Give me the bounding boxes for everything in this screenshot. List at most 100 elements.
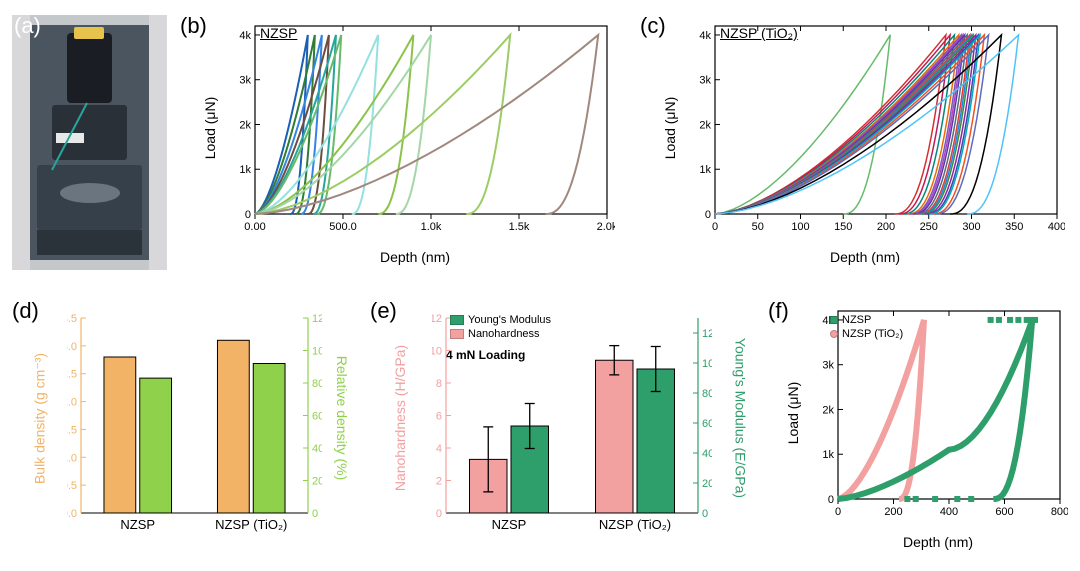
svg-text:2k: 2k [822, 404, 834, 416]
svg-text:20: 20 [702, 478, 712, 490]
legend-label-youngs: Young's Modulus [468, 314, 551, 326]
svg-text:1.5k: 1.5k [509, 221, 530, 233]
svg-text:2.0k: 2.0k [597, 221, 615, 233]
svg-text:100: 100 [312, 346, 322, 358]
legend-row-nzsp-tio2: NZSP (TiO₂) [830, 328, 903, 340]
svg-text:40: 40 [312, 443, 322, 455]
svg-text:150: 150 [834, 221, 852, 233]
svg-text:200: 200 [884, 506, 902, 518]
panel-b-xlabel: Depth (nm) [380, 249, 450, 265]
legend-row-nzsp: NZSP [830, 314, 903, 326]
legend-swatch-youngs [450, 315, 464, 325]
svg-text:2: 2 [436, 476, 442, 488]
svg-text:12: 12 [432, 313, 442, 325]
svg-text:4k: 4k [239, 30, 251, 42]
panel-b-label: (b) [180, 13, 207, 39]
svg-text:0: 0 [436, 508, 442, 520]
svg-text:80: 80 [702, 388, 712, 400]
panel-b-ylabel: Load (μN) [202, 88, 218, 168]
panel-e-label: (e) [370, 298, 397, 324]
svg-text:4k: 4k [699, 30, 711, 42]
svg-text:0: 0 [712, 221, 718, 233]
panel-c-title: NZSP (TiO₂) [720, 25, 798, 41]
svg-text:100: 100 [702, 358, 712, 370]
svg-text:0: 0 [705, 209, 711, 221]
svg-text:60: 60 [702, 418, 712, 430]
svg-text:350: 350 [1005, 221, 1023, 233]
svg-text:1k: 1k [239, 164, 251, 176]
svg-text:0.0: 0.0 [67, 508, 77, 520]
svg-text:10: 10 [432, 346, 442, 358]
chart-c-svg: 05010015020025030035040001k2k3k4k [695, 23, 1065, 238]
svg-text:8: 8 [436, 378, 442, 390]
svg-text:0: 0 [312, 508, 318, 520]
svg-text:1.0k: 1.0k [421, 221, 442, 233]
svg-text:2k: 2k [699, 119, 711, 131]
panel-e: (e) Nanohardness (H/GPa) Young's Modulus… [370, 300, 750, 560]
panel-e-right-ylabel: Young's Modulus (E/GPa) [733, 326, 749, 511]
panel-d: (d) Bulk density (g cm⁻³) Relative densi… [12, 300, 352, 560]
svg-text:50: 50 [752, 221, 764, 233]
panel-f-xlabel: Depth (nm) [903, 534, 973, 550]
svg-text:0.5: 0.5 [67, 480, 77, 492]
panel-b-title: NZSP [260, 25, 297, 41]
svg-text:400: 400 [940, 506, 958, 518]
svg-text:20: 20 [312, 476, 322, 488]
panel-c-xlabel: Depth (nm) [830, 249, 900, 265]
panel-c-ylabel: Load (μN) [662, 88, 678, 168]
svg-text:NZSP: NZSP [120, 517, 155, 532]
svg-text:80: 80 [312, 378, 322, 390]
svg-text:0: 0 [702, 508, 708, 520]
chart-b-svg: 0.00500.01.0k1.5k2.0k01k2k3k4k [235, 23, 615, 238]
legend-swatch-nanohardness [450, 329, 464, 339]
legend-label-nzsp-tio2: NZSP (TiO₂) [842, 328, 903, 340]
panel-e-left-ylabel: Nanohardness (H/GPa) [392, 333, 408, 503]
svg-text:500.0: 500.0 [329, 221, 357, 233]
svg-text:0: 0 [245, 209, 251, 221]
legend-label-nanohardness: Nanohardness [468, 328, 540, 340]
svg-text:1.0: 1.0 [67, 452, 77, 464]
svg-text:800: 800 [1051, 506, 1068, 518]
instrument-photo [12, 15, 167, 270]
panel-e-legend: Young's Modulus Nanohardness [450, 314, 551, 342]
svg-text:400: 400 [1048, 221, 1065, 233]
panel-f-ylabel: Load (μN) [785, 373, 801, 453]
panel-b: (b) NZSP Load (μN) Depth (nm) 0.00 500.0 1… [180, 15, 620, 270]
svg-text:1.5: 1.5 [67, 424, 77, 436]
chart-d-svg: 0.00.51.01.52.02.53.03.5020406080100120N… [67, 312, 322, 537]
svg-text:0: 0 [828, 494, 834, 506]
panel-c: (c) NZSP (TiO₂) Load (μN) Depth (nm) 0 50… [640, 15, 1070, 270]
svg-text:1k: 1k [699, 164, 711, 176]
svg-text:2.0: 2.0 [67, 397, 77, 409]
svg-text:3k: 3k [239, 75, 251, 87]
svg-text:60: 60 [312, 411, 322, 423]
svg-text:0.00: 0.00 [244, 221, 265, 233]
svg-text:120: 120 [702, 328, 712, 340]
svg-text:200: 200 [877, 221, 895, 233]
legend-row-youngs: Young's Modulus [450, 314, 551, 326]
svg-text:3k: 3k [699, 75, 711, 87]
panel-d-label: (d) [12, 298, 39, 324]
legend-label-nzsp: NZSP [842, 314, 871, 326]
svg-text:120: 120 [312, 313, 322, 325]
svg-text:6: 6 [436, 411, 442, 423]
svg-text:250: 250 [920, 221, 938, 233]
svg-text:NZSP (TiO₂): NZSP (TiO₂) [215, 517, 287, 532]
panel-d-left-ylabel: Bulk density (g cm⁻³) [32, 339, 49, 499]
svg-text:100: 100 [791, 221, 809, 233]
panel-c-label: (c) [640, 13, 666, 39]
svg-text:2.5: 2.5 [67, 369, 77, 381]
panel-f: (f) Load (μN) Depth (nm) NZSP NZSP (TiO₂… [768, 300, 1071, 560]
svg-text:0: 0 [835, 506, 841, 518]
svg-text:600: 600 [995, 506, 1013, 518]
svg-text:3.0: 3.0 [67, 341, 77, 353]
svg-text:40: 40 [702, 448, 712, 460]
legend-row-nanohardness: Nanohardness [450, 328, 551, 340]
svg-text:1k: 1k [822, 449, 834, 461]
svg-text:NZSP: NZSP [492, 517, 527, 532]
svg-text:4: 4 [436, 443, 442, 455]
legend-marker-nzsp [830, 316, 838, 324]
svg-text:NZSP (TiO₂): NZSP (TiO₂) [599, 517, 671, 532]
chart-e-svg: 024681012020406080100120NZSPNZSP (TiO₂) [432, 312, 712, 537]
panel-a-label: (a) [14, 13, 41, 39]
